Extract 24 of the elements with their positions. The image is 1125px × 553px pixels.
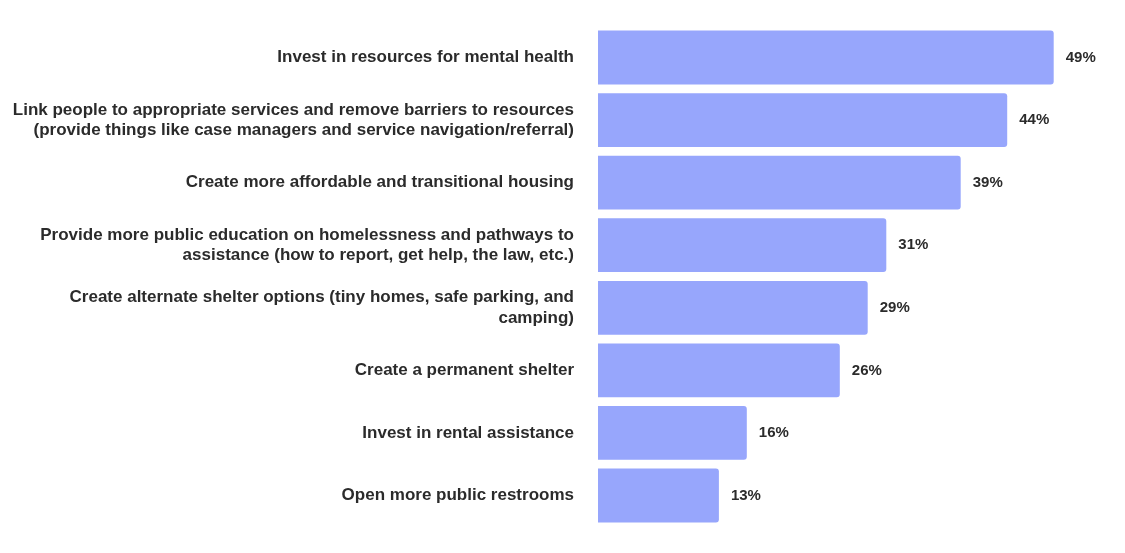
data-label: 26% <box>851 360 882 378</box>
data-label: 16% <box>758 423 789 441</box>
y-tick-label: Invest in resources for mental health <box>277 47 574 67</box>
y-tick-label: Create more affordable and transitional housing <box>185 172 574 192</box>
bar <box>598 93 1008 147</box>
bar <box>598 343 840 398</box>
data-label: 44% <box>1019 110 1050 128</box>
y-tick-label: Create a permanent shelter <box>354 360 575 380</box>
y-tick-label: Provide more public education on homelessness and pathways to assistance (how to report, get help, the law, etc.) <box>40 224 574 265</box>
data-label: 29% <box>879 297 910 315</box>
data-label: 49% <box>1065 47 1096 65</box>
bar <box>598 218 887 273</box>
bar <box>598 406 747 460</box>
data-label: 13% <box>730 485 761 503</box>
y-tick-label: Link people to appropriate services and remove barriers to resources (provide things like case managers and service navigation/referral) <box>12 99 574 139</box>
bar <box>598 468 719 523</box>
y-tick-label: Create alternate shelter options (tiny homes, safe parking, and camping) <box>69 287 574 327</box>
y-tick-label: Invest in rental assistance <box>362 422 574 442</box>
bar <box>598 280 868 335</box>
data-label: 39% <box>972 172 1003 190</box>
bar <box>598 155 961 210</box>
bar <box>598 30 1054 85</box>
data-label: 31% <box>898 235 929 253</box>
y-tick-label: Open more public restrooms <box>341 485 574 505</box>
